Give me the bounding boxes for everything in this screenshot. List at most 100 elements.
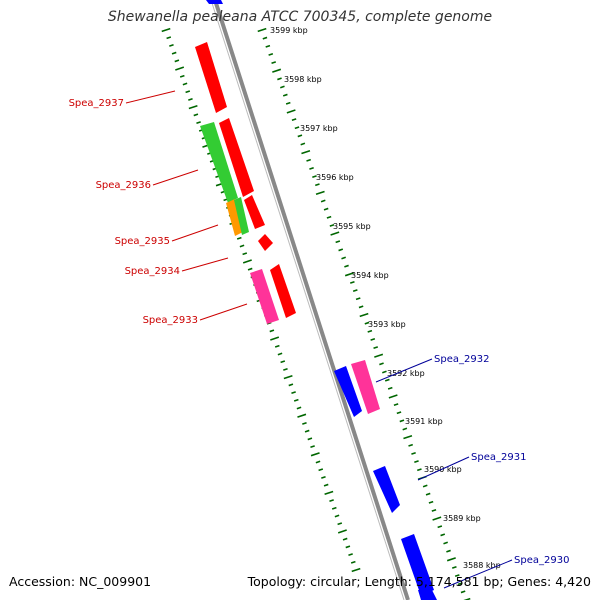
inner-tick-mark — [272, 68, 282, 73]
gene-label-spea_2935: Spea_2935 — [115, 236, 170, 247]
gene-arrow-spea-2935 — [226, 199, 243, 236]
inner-tick-mark — [414, 460, 419, 464]
gene-label-spea_2933: Spea_2933 — [143, 315, 198, 326]
outer-tick-mark — [297, 413, 307, 418]
outer-tick-mark — [283, 374, 293, 380]
map-title: Shewanella pealeana ATCC 700345, complet… — [107, 9, 493, 25]
inner-tick-mark — [446, 557, 456, 562]
inner-tick-mark — [451, 565, 457, 569]
outer-tick-mark — [270, 336, 280, 341]
outer-tick-mark — [269, 329, 275, 333]
inner-tick-mark — [364, 321, 370, 325]
inner-tick-mark — [286, 109, 296, 114]
gene-arrow-top — [206, 0, 223, 4]
inner-tick-mark — [457, 582, 463, 586]
inner-tick-mark — [257, 27, 267, 33]
outer-tick-mark — [166, 36, 172, 40]
gene-arrow-spea-2936 — [200, 122, 238, 203]
tick-label-4: 3595 kbp — [333, 222, 371, 231]
outer-tick-mark — [296, 406, 302, 410]
outer-tick-mark — [304, 429, 310, 433]
inner-tick-mark — [432, 516, 442, 521]
inner-tick-mark — [431, 508, 437, 512]
outer-tick-mark — [182, 82, 188, 86]
gene-arrow-bottom — [418, 590, 437, 600]
outer-tick-mark — [331, 506, 337, 510]
outer-tick-mark — [283, 367, 288, 371]
inner-tick-mark — [344, 264, 349, 268]
inner-tick-mark — [370, 337, 376, 341]
inner-tick-mark — [341, 256, 346, 260]
inner-tick-mark — [271, 61, 277, 65]
inner-tick-mark — [277, 77, 282, 81]
inner-tick-mark — [280, 85, 285, 89]
tick-label-7: 3592 kbp — [387, 369, 425, 378]
inner-tick-mark — [373, 346, 379, 350]
tick-label-0: 3599 kbp — [270, 26, 308, 35]
outer-tick-mark — [321, 475, 326, 479]
inner-tick-mark — [428, 500, 434, 504]
outer-tick-mark — [161, 27, 171, 33]
inner-tick-mark — [443, 541, 448, 545]
inner-tick-mark — [309, 166, 314, 170]
inner-tick-mark — [314, 183, 320, 187]
outer-tick-mark — [242, 259, 252, 264]
outer-tick-mark — [307, 437, 313, 441]
leader-line-spea_2935 — [171, 224, 219, 242]
outer-tick-mark — [242, 252, 248, 256]
outer-tick-mark — [315, 460, 321, 464]
inner-tick-mark — [367, 329, 373, 333]
inner-tick-mark — [359, 312, 369, 318]
gene-label-spea_2930: Spea_2930 — [514, 555, 569, 566]
outer-tick-mark — [193, 113, 199, 117]
inner-tick-mark — [399, 419, 405, 423]
inner-tick-mark — [306, 158, 312, 162]
tick-label-2: 3597 kbp — [300, 124, 338, 133]
inner-tick-mark — [265, 44, 271, 48]
tick-label-5: 3594 kbp — [351, 271, 389, 280]
inner-tick-mark — [297, 134, 303, 138]
outer-tick-mark — [342, 537, 348, 541]
inner-tick-mark — [329, 223, 335, 227]
inner-tick-mark — [352, 289, 358, 293]
inner-tick-mark — [323, 207, 329, 211]
outer-tick-mark — [293, 398, 299, 402]
inner-tick-mark — [382, 370, 387, 374]
outer-tick-mark — [274, 344, 280, 348]
outer-tick-mark — [188, 97, 193, 101]
genome-backbone — [213, 0, 410, 600]
inner-tick-mark — [460, 590, 466, 594]
inner-tick-mark — [408, 443, 414, 447]
inner-tick-mark — [440, 533, 446, 537]
inner-tick-mark — [301, 149, 311, 155]
inner-tick-mark — [268, 52, 274, 56]
inner-tick-mark — [396, 411, 402, 415]
gene-arrow-spea-2936b — [219, 118, 254, 197]
leader-line-spea_2930 — [443, 559, 513, 589]
outer-tick-mark — [337, 529, 347, 534]
tick-label-11: 3588 kbp — [463, 561, 501, 570]
outer-tick-mark — [348, 553, 353, 557]
outer-tick-mark — [239, 244, 245, 248]
inner-tick-mark — [454, 574, 460, 578]
inner-tick-mark — [358, 305, 364, 309]
inner-tick-mark — [379, 362, 384, 366]
inner-tick-mark — [437, 525, 443, 529]
outer-tick-mark — [329, 499, 334, 503]
outer-tick-mark — [310, 452, 320, 457]
outer-tick-mark — [185, 90, 191, 94]
inner-tick-mark — [285, 101, 291, 105]
leader-line-spea_2931 — [417, 456, 470, 481]
gene-label-spea_2934: Spea_2934 — [125, 266, 180, 277]
leader-line-spea_2937 — [125, 90, 176, 104]
gene-arrow-spea-2932b — [351, 360, 380, 414]
gene-arrow-spea-2937 — [195, 42, 227, 113]
inner-tick-mark — [330, 231, 340, 236]
inner-tick-mark — [446, 549, 451, 553]
outer-tick-mark — [351, 567, 361, 573]
inner-tick-mark — [315, 190, 325, 196]
outer-tick-mark — [247, 267, 253, 271]
inner-tick-mark — [291, 118, 297, 122]
inner-tick-mark — [300, 142, 306, 146]
